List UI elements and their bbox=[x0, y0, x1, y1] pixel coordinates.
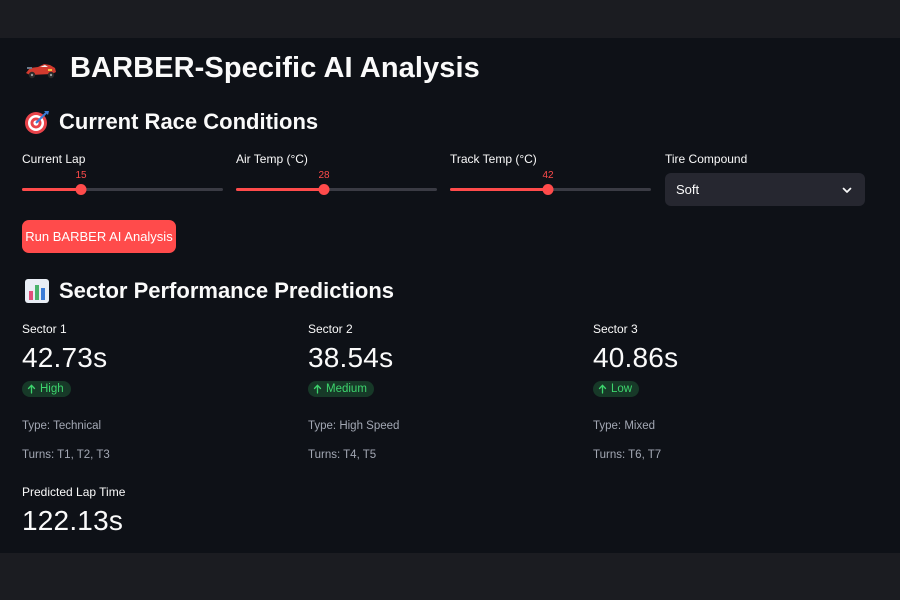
page-title: BARBER-Specific AI Analysis bbox=[70, 52, 480, 84]
tire-compound-select: Tire Compound Soft bbox=[665, 152, 865, 206]
conditions-header: Current Race Conditions bbox=[24, 109, 318, 135]
lap-label: Predicted Lap Time bbox=[22, 485, 126, 499]
sector-turns: Turns: T6, T7 bbox=[593, 449, 662, 461]
air-temp-slider[interactable]: Air Temp (°C) 28 bbox=[236, 152, 437, 195]
target-icon bbox=[25, 111, 49, 134]
slider-fill bbox=[450, 188, 548, 191]
delta-text: Medium bbox=[326, 383, 367, 395]
race-car-icon bbox=[26, 63, 56, 78]
slider-fill bbox=[236, 188, 324, 191]
current-lap-slider[interactable]: Current Lap 15 bbox=[22, 152, 223, 195]
slider-thumb[interactable] bbox=[542, 184, 554, 195]
delta-text: High bbox=[40, 383, 64, 395]
delta-badge: Low bbox=[593, 381, 640, 397]
arrow-up-icon bbox=[598, 384, 607, 394]
page-header: BARBER-Specific AI Analysis bbox=[24, 52, 480, 85]
select-label: Tire Compound bbox=[665, 152, 748, 166]
sector-type: Type: Technical bbox=[22, 420, 102, 432]
chevron-down-icon bbox=[842, 187, 852, 193]
sector-2-metric: Sector 2 38.54s Medium Type: High Speed … bbox=[308, 322, 568, 461]
sector-label: Sector 2 bbox=[308, 322, 353, 336]
sector-label: Sector 1 bbox=[22, 322, 67, 336]
arrow-up-icon bbox=[27, 384, 36, 394]
slider-label: Track Temp (°C) bbox=[450, 152, 537, 166]
slider-value: 42 bbox=[542, 170, 554, 181]
slider-track[interactable] bbox=[236, 184, 437, 195]
sector-3-metric: Sector 3 40.86s Low Type: Mixed Turns: T… bbox=[593, 322, 853, 461]
track-temp-slider[interactable]: Track Temp (°C) 42 bbox=[450, 152, 651, 195]
slider-track[interactable] bbox=[450, 184, 651, 195]
tire-compound-dropdown[interactable]: Soft bbox=[665, 173, 865, 206]
slider-value: 28 bbox=[318, 170, 330, 181]
app-main: BARBER-Specific AI Analysis Current Race… bbox=[0, 38, 900, 553]
bar-chart-icon bbox=[25, 279, 49, 303]
slider-value: 15 bbox=[75, 170, 87, 181]
slider-fill bbox=[22, 188, 81, 191]
slider-track[interactable] bbox=[22, 184, 223, 195]
sector-type: Type: Mixed bbox=[593, 420, 655, 432]
sector-label: Sector 3 bbox=[593, 322, 638, 336]
run-analysis-button[interactable]: Run BARBER AI Analysis bbox=[22, 220, 176, 253]
slider-label: Air Temp (°C) bbox=[236, 152, 308, 166]
arrow-up-icon bbox=[313, 384, 322, 394]
selected-value: Soft bbox=[676, 182, 700, 197]
delta-badge: Medium bbox=[308, 381, 374, 397]
sector-turns: Turns: T4, T5 bbox=[308, 449, 377, 461]
sector-type: Type: High Speed bbox=[308, 420, 400, 432]
sector-time: 42.73s bbox=[22, 342, 108, 373]
sector-1-metric: Sector 1 42.73s High Type: Technical Tur… bbox=[22, 322, 282, 461]
conditions-heading: Current Race Conditions bbox=[59, 109, 319, 134]
sector-time: 38.54s bbox=[308, 342, 394, 373]
slider-label: Current Lap bbox=[22, 152, 86, 166]
slider-thumb[interactable] bbox=[318, 184, 330, 195]
sector-heading: Sector Performance Predictions bbox=[59, 278, 395, 303]
lap-time: 122.13s bbox=[22, 505, 124, 536]
predicted-lap-metric: Predicted Lap Time 122.13s bbox=[22, 485, 125, 537]
delta-text: Low bbox=[611, 383, 633, 395]
sector-turns: Turns: T1, T2, T3 bbox=[22, 449, 110, 461]
sector-time: 40.86s bbox=[593, 342, 679, 373]
sector-header: Sector Performance Predictions bbox=[24, 278, 394, 304]
slider-thumb[interactable] bbox=[75, 184, 87, 195]
delta-badge: High bbox=[22, 381, 71, 397]
